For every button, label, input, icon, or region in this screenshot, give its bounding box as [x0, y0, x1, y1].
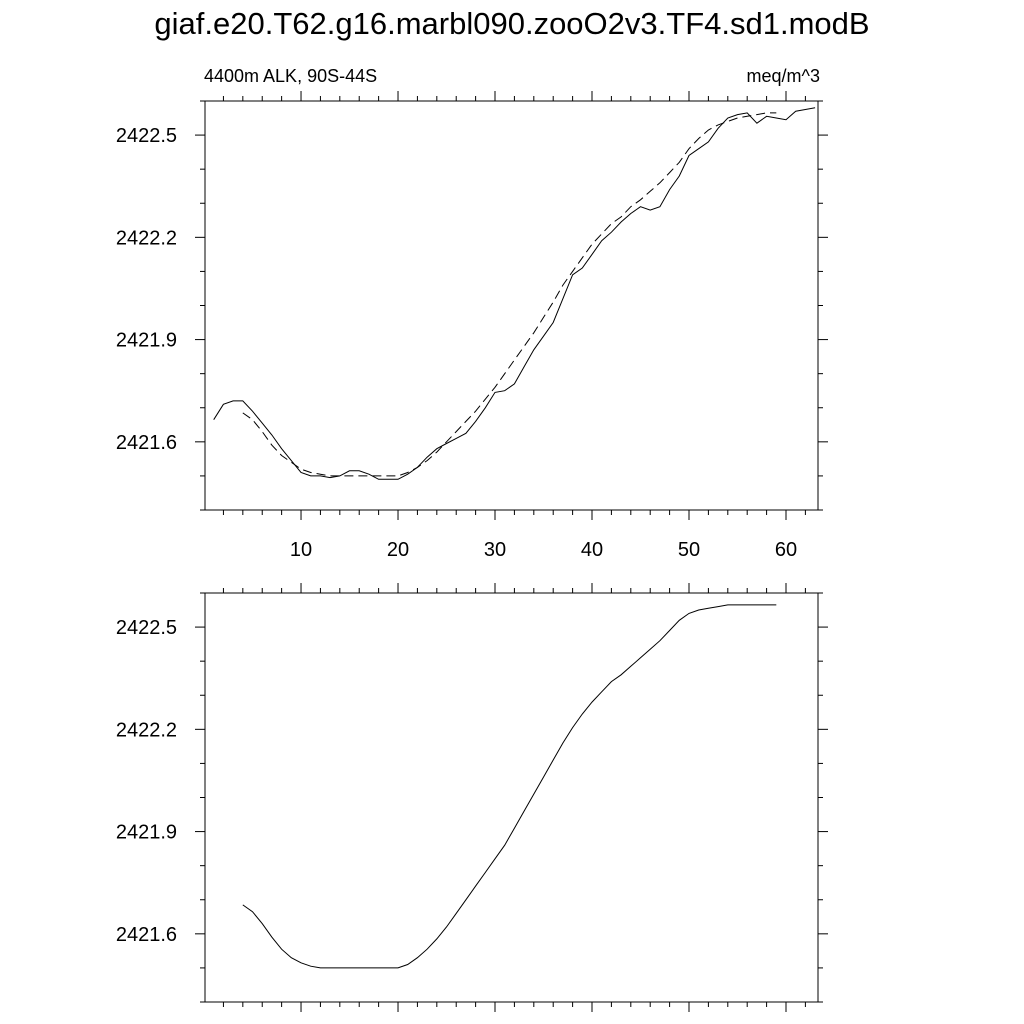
x-tick-label: 40	[581, 539, 603, 561]
y-tick-label: 2421.6	[116, 924, 177, 946]
series-line-solid-2	[242, 604, 777, 969]
series-line-solid-1	[213, 107, 816, 480]
subtitle-left: 4400m ALK, 90S-44S	[204, 66, 378, 86]
chart-title: giaf.e20.T62.g16.marbl090.zooO2v3.TF4.sd…	[154, 6, 870, 41]
y-tick-label: 2421.9	[116, 330, 177, 352]
subtitle-units: meq/m^3	[746, 66, 820, 86]
y-tick-label: 2421.9	[116, 822, 177, 844]
x-tick-label: 60	[775, 539, 797, 561]
plot-frame-1	[204, 100, 819, 511]
plot-frame-2	[204, 592, 819, 1003]
x-tick-label: 10	[290, 539, 312, 561]
y-tick-label: 2422.2	[116, 719, 177, 741]
x-tick-label: 20	[387, 539, 409, 561]
x-tick-label: 30	[484, 539, 506, 561]
y-tick-label: 2422.5	[116, 617, 177, 639]
y-tick-label: 2422.5	[116, 125, 177, 147]
series-line-dashed-1	[242, 112, 777, 477]
y-tick-label: 2421.6	[116, 432, 177, 454]
y-tick-label: 2422.2	[116, 227, 177, 249]
x-tick-label: 50	[678, 539, 700, 561]
